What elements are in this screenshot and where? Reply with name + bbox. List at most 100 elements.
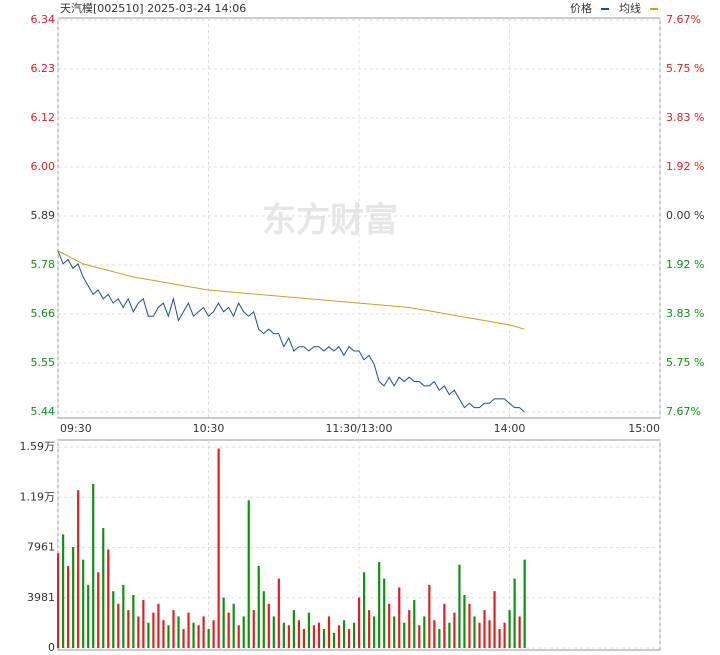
volume-bar (62, 534, 65, 648)
volume-bar (267, 603, 270, 648)
y-tick-label: 6.23 (31, 62, 56, 75)
volume-bar (378, 562, 381, 648)
volume-bar (408, 610, 411, 648)
volume-bar (232, 603, 235, 648)
x-tick-label: 11:30/13:00 (325, 422, 392, 435)
volume-bar (162, 620, 165, 648)
volume-bar (132, 594, 135, 648)
volume-bar (77, 490, 80, 648)
volume-bar (327, 616, 331, 648)
y-tick-label: 5.55 (31, 356, 56, 369)
volume-bar (433, 620, 436, 648)
volume-bar (287, 625, 290, 648)
volume-bar (373, 616, 376, 648)
volume-bar (312, 625, 316, 648)
volume-bar (282, 622, 285, 648)
volume-bar (438, 629, 441, 648)
volume-bar (473, 616, 476, 648)
volume-bar (167, 625, 170, 648)
volume-bar (383, 578, 386, 648)
volume-bar (212, 620, 215, 648)
volume-bar (358, 597, 361, 648)
volume-bar (262, 591, 265, 648)
volume-bar (352, 622, 356, 648)
x-tick-label: 10:30 (193, 422, 225, 435)
volume-bar (398, 587, 401, 648)
volume-bar (122, 584, 125, 648)
volume-bar (187, 612, 190, 648)
y2-tick-label: 7.67% (666, 13, 701, 26)
volume-bar (493, 591, 496, 648)
x-tick-label: 15:00 (628, 422, 660, 435)
volume-bar (137, 616, 140, 648)
volume-bar (368, 610, 371, 648)
volume-bar (342, 620, 346, 648)
volume-bar (192, 622, 195, 648)
volume-bar (252, 610, 255, 648)
volume-bar (363, 572, 366, 648)
volume-bar (97, 572, 100, 648)
volume-bar (222, 597, 225, 648)
volume-bar (498, 629, 501, 648)
y2-tick-label: 5.75 % (666, 356, 704, 369)
volume-bar (172, 610, 175, 648)
volume-bar (508, 610, 511, 648)
volume-bar (488, 620, 491, 648)
volume-bar (257, 565, 260, 648)
volume-bar (292, 610, 295, 648)
volume-bar (317, 622, 321, 648)
y2-tick-label: 1.92 % (666, 160, 704, 173)
y2-tick-label: 5.75 % (666, 62, 704, 75)
y2-tick-label: 1.92 % (666, 258, 704, 271)
volume-bar (92, 483, 95, 648)
legend-label: 均线 (619, 1, 641, 15)
volume-bar (518, 616, 521, 648)
volume-bar (112, 591, 115, 648)
volume-bar (152, 612, 155, 648)
legend-label: 价格 (570, 1, 592, 15)
x-tick-label: 09:30 (60, 422, 92, 435)
volume-bar (197, 625, 200, 648)
volume-bar (82, 559, 85, 648)
y-tick-label: 1.19万 (20, 490, 56, 503)
volume-bar (428, 584, 431, 648)
volume-bar (297, 620, 300, 648)
volume-bar (403, 622, 406, 648)
series-line (57, 250, 525, 330)
volume-bar (142, 600, 145, 648)
volume-bar (72, 547, 75, 648)
y-tick-label: 5.89 (31, 209, 56, 222)
volume-bar (302, 629, 306, 648)
volume-bar (147, 622, 150, 648)
volume-bar (513, 578, 516, 648)
volume-bar (67, 565, 70, 648)
volume-bar (272, 616, 275, 648)
y-tick-label: 6.00 (31, 160, 56, 173)
y-tick-label: 5.78 (31, 258, 56, 271)
y-tick-label: 7961 (27, 541, 55, 554)
volume-bar (127, 610, 130, 648)
y2-tick-label: 3.83 % (666, 307, 704, 320)
volume-bar (418, 625, 421, 648)
y2-tick-label: 0.00 % (666, 209, 704, 222)
volume-bar (57, 553, 60, 648)
y-tick-label: 3981 (27, 591, 55, 604)
y-tick-label: 1.59万 (20, 440, 56, 453)
volume-bar (87, 584, 90, 648)
y2-tick-label: 3.83 % (666, 111, 704, 124)
volume-bar (237, 625, 240, 648)
volume-bar (413, 600, 416, 648)
volume-bar (107, 549, 110, 648)
volume-bar (157, 603, 160, 648)
volume-bar (217, 448, 220, 648)
volume-bar (478, 622, 481, 648)
volume-bar (448, 622, 451, 648)
volume-bar (242, 616, 245, 648)
volume-bar (503, 622, 506, 648)
volume-bar (337, 625, 341, 648)
chart-title: 天汽模[002510] 2025-03-24 14:06 (60, 1, 246, 15)
volume-bar (177, 616, 180, 648)
volume-bar (483, 610, 486, 648)
y-tick-label: 6.12 (31, 111, 56, 124)
